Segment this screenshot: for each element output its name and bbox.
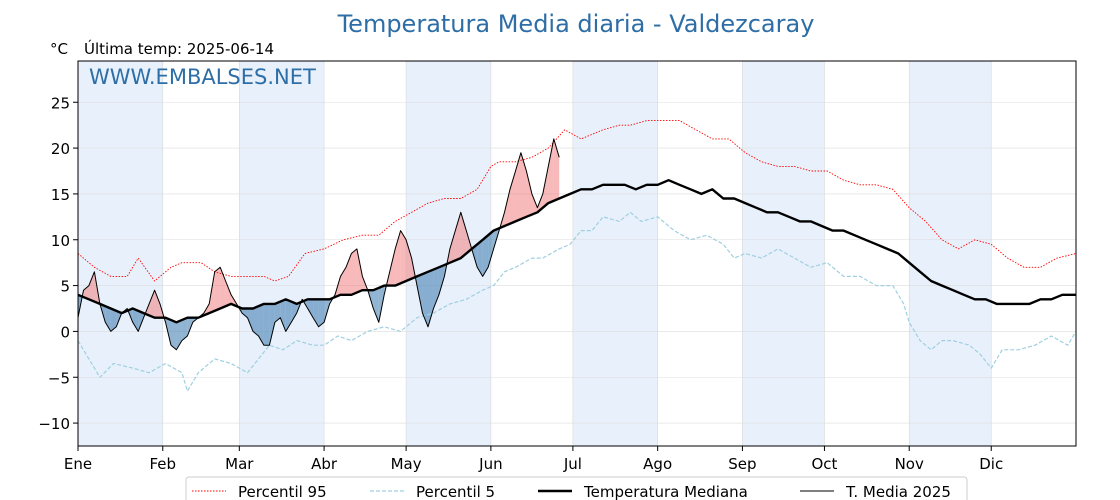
anomaly-above <box>389 248 396 286</box>
anomaly-above <box>510 171 516 224</box>
anomaly-below <box>285 299 292 332</box>
anomaly-above <box>149 290 155 318</box>
series-line-dotted-red <box>78 120 1076 282</box>
x-tick-label: Jun <box>478 455 502 473</box>
month-band-mar <box>239 61 325 446</box>
y-tick-label: 10 <box>51 232 70 250</box>
x-tick-label: Sep <box>728 455 756 473</box>
y-tick-label: −5 <box>48 369 70 387</box>
anomaly-below <box>307 299 314 318</box>
month-band-nov <box>909 61 992 446</box>
y-tick-label: 20 <box>51 140 70 158</box>
anomaly-above <box>504 189 511 226</box>
anomaly-above <box>154 290 161 318</box>
x-tick-label: May <box>391 455 422 473</box>
anomaly-below <box>170 319 177 350</box>
anomaly-above <box>356 248 363 293</box>
y-tick-label: 0 <box>60 323 70 341</box>
x-tick-label: Nov <box>895 455 924 473</box>
anomaly-above <box>351 248 357 295</box>
last-temp-label: Última temp: 2025-06-14 <box>84 39 274 58</box>
anomaly-above <box>406 239 412 281</box>
anomaly-above <box>214 267 221 311</box>
y-tick-label: 25 <box>51 94 70 112</box>
anomaly-below <box>318 299 325 327</box>
month-band-jul <box>572 61 658 446</box>
anomaly-below <box>138 310 144 332</box>
legend-label-p95: Percentil 95 <box>238 483 327 500</box>
anomaly-below <box>132 308 139 332</box>
y-tick-label: −10 <box>38 415 70 433</box>
x-axis: Ene Feb Mar Abr May Jun Jul Ago Sep Oct Nov Dic <box>64 446 1003 473</box>
anomaly-above <box>225 281 232 307</box>
anomaly-below <box>373 287 379 323</box>
x-tick-label: Ago <box>643 455 672 473</box>
anomaly-above <box>542 166 549 208</box>
series-line-dashed-lightblue <box>78 211 1076 392</box>
anomaly-above <box>526 171 532 217</box>
plot-frame <box>77 60 1077 447</box>
anomaly-below <box>263 303 270 346</box>
y-axis: −10 −5 0 5 10 15 20 25 <box>38 94 78 433</box>
x-tick-label: Oct <box>811 455 837 473</box>
anomaly-below <box>258 303 264 346</box>
watermark: WWW.EMBALSES.NET <box>89 65 316 89</box>
x-tick-label: Dic <box>979 455 1003 473</box>
anomaly-below <box>488 230 494 268</box>
anomaly-above <box>520 152 527 220</box>
anomaly-below <box>252 306 259 336</box>
anomaly-below <box>313 299 319 327</box>
anomaly-below <box>280 299 286 332</box>
grid-lines <box>77 61 1076 446</box>
x-tick-label: Mar <box>225 455 254 473</box>
anomaly-above <box>531 193 538 215</box>
anomaly-above <box>515 152 521 222</box>
series-line-thin-black <box>78 138 560 351</box>
anomaly-above <box>548 138 554 204</box>
anomaly-above <box>88 271 95 302</box>
legend-box <box>185 476 968 500</box>
month-bands <box>78 61 992 446</box>
legend-label-p5: Percentil 5 <box>416 483 495 500</box>
anomaly-above <box>400 230 407 284</box>
x-tick-label: Feb <box>149 455 176 473</box>
y-tick-label: 15 <box>51 186 70 204</box>
anomaly-below <box>242 308 248 318</box>
x-tick-label: Abr <box>311 455 338 473</box>
anomaly-below <box>105 306 111 332</box>
anomaly-below <box>417 274 423 314</box>
anomaly-below <box>274 301 281 323</box>
anomaly-above <box>449 230 456 263</box>
anomaly-below <box>438 264 445 295</box>
chart-title: Temperatura Media diaria - Valdezcaray <box>337 10 815 38</box>
anomaly-above <box>460 212 467 259</box>
legend-label-current: T. Media 2025 <box>845 483 951 500</box>
y-tick-label: 5 <box>60 278 70 296</box>
anomaly-below <box>181 317 188 341</box>
anomaly-below <box>482 235 489 277</box>
anomaly-fills <box>78 138 560 350</box>
anomaly-below <box>422 271 428 327</box>
unit-label: °C <box>50 40 68 58</box>
anomaly-below <box>291 301 297 323</box>
anomaly-below <box>269 303 275 346</box>
x-tick-label: Ene <box>64 455 92 473</box>
anomaly-below <box>247 308 253 332</box>
anomaly-above <box>455 212 461 261</box>
month-band-ene <box>78 61 163 446</box>
legend-label-median: Temperatura Mediana <box>583 483 748 500</box>
month-band-sep <box>742 61 825 446</box>
legend: Percentil 95 Percentil 5 Temperatura Med… <box>185 476 968 500</box>
anomaly-below <box>110 308 117 332</box>
x-tick-label: Jul <box>563 455 582 473</box>
series-lines <box>78 120 1076 392</box>
anomaly-below <box>477 239 483 277</box>
series-line-thick-black <box>78 179 1076 324</box>
